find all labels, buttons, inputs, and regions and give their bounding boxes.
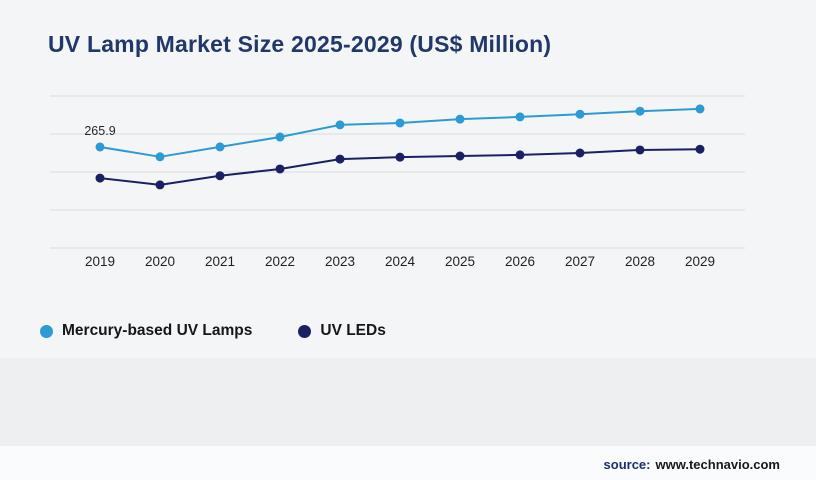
chart-title: UV Lamp Market Size 2025-2029 (US$ Milli…: [48, 31, 552, 58]
data-point: [695, 144, 705, 154]
data-point: [95, 173, 105, 183]
series-line: [99, 107, 701, 158]
x-axis-label: 2025: [445, 254, 475, 269]
data-point: [215, 171, 225, 181]
chart-legend: Mercury-based UV Lamps UV LEDs: [40, 322, 386, 340]
source-prefix: source:: [603, 457, 651, 472]
legend-label-uv-leds: UV LEDs: [320, 322, 386, 339]
legend-marker-uv-leds: [298, 324, 312, 338]
source-note: source: www.technavio.com: [604, 457, 780, 472]
legend-marker-mercury-lamps: [40, 324, 53, 338]
data-point: [95, 142, 105, 152]
x-axis-label: 2021: [205, 254, 235, 269]
line-chart: 2019 2020 2021 2022 2023 2024 2025 2026 2027 2028…: [50, 95, 745, 269]
data-point: [215, 142, 225, 152]
legend-item-mercury-lamps: Mercury-based UV Lamps: [40, 322, 252, 340]
data-point: [275, 164, 285, 174]
data-point: [335, 120, 345, 130]
x-axis-label: 2026: [505, 254, 535, 269]
background-band: [0, 358, 816, 446]
legend-item-uv-leds: UV LEDs: [298, 322, 386, 340]
data-point: [515, 112, 525, 122]
data-point: [575, 109, 585, 119]
background-bottom-strip: [0, 446, 816, 480]
data-point: [635, 145, 645, 155]
data-label: 265.9: [84, 124, 115, 138]
data-point: [635, 106, 645, 116]
data-point: [155, 180, 165, 190]
data-point: [455, 114, 465, 124]
data-point: [155, 152, 165, 162]
data-point: [275, 132, 285, 142]
source-url: www.technavio.com: [655, 457, 781, 472]
data-point: [335, 154, 345, 164]
data-point: [695, 104, 705, 114]
x-axis-label: 2028: [625, 254, 655, 269]
data-point: [455, 151, 465, 161]
x-axis-label: 2019: [85, 254, 115, 269]
x-axis-label: 2027: [565, 254, 595, 269]
x-axis-label: 2029: [685, 254, 715, 269]
x-axis-label: 2024: [385, 254, 416, 269]
data-point: [515, 150, 525, 160]
x-axis-label: 2022: [265, 254, 295, 269]
legend-label-mercury-lamps: Mercury-based UV Lamps: [62, 322, 253, 339]
data-point: [395, 152, 405, 162]
x-axis-label: 2023: [325, 254, 355, 269]
data-point: [395, 118, 405, 128]
data-point: [575, 148, 585, 158]
x-axis-label: 2020: [145, 254, 175, 269]
